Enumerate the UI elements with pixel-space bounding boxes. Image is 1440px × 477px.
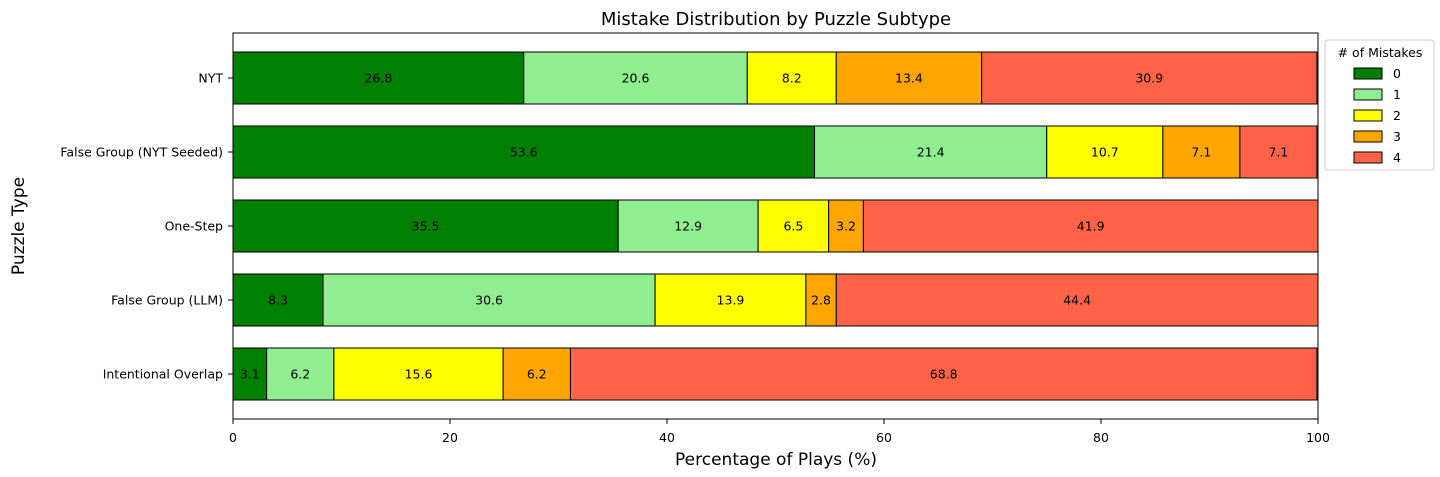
bar-segment xyxy=(805,273,837,327)
legend-entry-label: 2 xyxy=(1393,108,1401,123)
bar-value-label: 44.4 xyxy=(1063,293,1091,308)
y-tick-label: Intentional Overlap xyxy=(103,367,223,382)
bar-value-label: 35.5 xyxy=(412,219,440,234)
bar-value-label: 6.2 xyxy=(527,367,547,382)
bar-segment xyxy=(828,199,864,253)
bar-value-label: 30.6 xyxy=(475,293,503,308)
legend-entry-label: 1 xyxy=(1393,87,1401,102)
x-axis-label: Percentage of Plays (%) xyxy=(675,450,877,470)
legend-entry-label: 4 xyxy=(1393,150,1401,165)
legend: # of Mistakes 0 1 2 3 4 xyxy=(1324,39,1435,171)
y-tick-label: One-Step xyxy=(165,219,223,234)
bar-value-label: 15.6 xyxy=(405,367,433,382)
bar-segment xyxy=(835,51,983,105)
plot-area: 26.8 20.6 8.2 13.4 30.9 53.6 21.4 10.7 7.1 7.1 35.… xyxy=(232,51,1319,401)
bar-value-label: 26.8 xyxy=(364,71,392,86)
bar-segment xyxy=(1162,125,1241,179)
x-tick-label: 60 xyxy=(876,430,892,445)
x-tick-label: 20 xyxy=(442,430,458,445)
x-tick-label: 0 xyxy=(229,430,237,445)
legend-swatch xyxy=(1353,130,1383,143)
bar-value-label: 13.4 xyxy=(895,71,923,86)
bar-segment xyxy=(322,273,656,327)
x-tick-label: 40 xyxy=(659,430,675,445)
bar-value-label: 3.2 xyxy=(836,219,856,234)
bar-value-label: 7.1 xyxy=(1268,145,1288,160)
bar-value-label: 12.9 xyxy=(674,219,702,234)
bar-segment xyxy=(814,125,1048,179)
bar-value-label: 30.9 xyxy=(1135,71,1163,86)
x-tick-label: 100 xyxy=(1306,430,1330,445)
x-axis: 0 20 40 60 80 100 xyxy=(229,419,1330,445)
bar-segment xyxy=(862,199,1319,253)
bar-value-label: 20.6 xyxy=(622,71,650,86)
bar-value-label: 6.2 xyxy=(290,367,310,382)
legend-swatch xyxy=(1353,109,1383,122)
bar-segment xyxy=(746,51,837,105)
legend-frame xyxy=(1324,39,1435,171)
bar-value-label: 3.1 xyxy=(240,367,260,382)
bar-segment xyxy=(1239,125,1318,179)
bar-segment xyxy=(835,273,1319,327)
bar-value-label: 7.1 xyxy=(1191,145,1211,160)
bar-segment xyxy=(232,51,525,105)
bar-value-label: 8.3 xyxy=(268,293,288,308)
y-axis-label: Puzzle Type xyxy=(9,177,29,275)
bar-segment xyxy=(266,347,335,401)
y-tick-label: False Group (NYT Seeded) xyxy=(60,145,223,160)
bar-value-label: 13.9 xyxy=(717,293,745,308)
legend-swatch xyxy=(1353,151,1383,164)
bar-segment xyxy=(981,51,1318,105)
bar-segment xyxy=(617,199,759,253)
legend-entry-label: 3 xyxy=(1393,129,1401,144)
legend-swatch xyxy=(1353,88,1383,101)
bar-segment xyxy=(232,125,816,179)
bar-value-label: 21.4 xyxy=(917,145,945,160)
bar-value-label: 10.7 xyxy=(1091,145,1119,160)
chart-title: Mistake Distribution by Puzzle Subtype xyxy=(601,9,951,30)
bar-value-label: 2.8 xyxy=(811,293,831,308)
bar-value-label: 41.9 xyxy=(1077,219,1105,234)
bar-value-label: 53.6 xyxy=(510,145,538,160)
bar-segment xyxy=(1046,125,1164,179)
bar-segment xyxy=(333,347,504,401)
legend-swatch xyxy=(1353,67,1383,80)
bar-value-label: 68.8 xyxy=(930,367,958,382)
bar-segment xyxy=(232,347,268,401)
bar-value-label: 6.5 xyxy=(783,219,803,234)
legend-entry-label: 0 xyxy=(1393,66,1401,81)
bar-segment xyxy=(569,347,1318,401)
y-tick-label: NYT xyxy=(198,71,223,86)
x-tick-label: 80 xyxy=(1093,430,1109,445)
bar-segment xyxy=(654,273,807,327)
bar-value-label: 8.2 xyxy=(782,71,802,86)
y-axis: NYT False Group (NYT Seeded) One-Step False… xyxy=(60,71,233,382)
legend-title: # of Mistakes xyxy=(1338,45,1423,60)
bar-segment xyxy=(757,199,830,253)
y-tick-label: False Group (LLM) xyxy=(111,293,223,308)
bar-segment xyxy=(523,51,748,105)
